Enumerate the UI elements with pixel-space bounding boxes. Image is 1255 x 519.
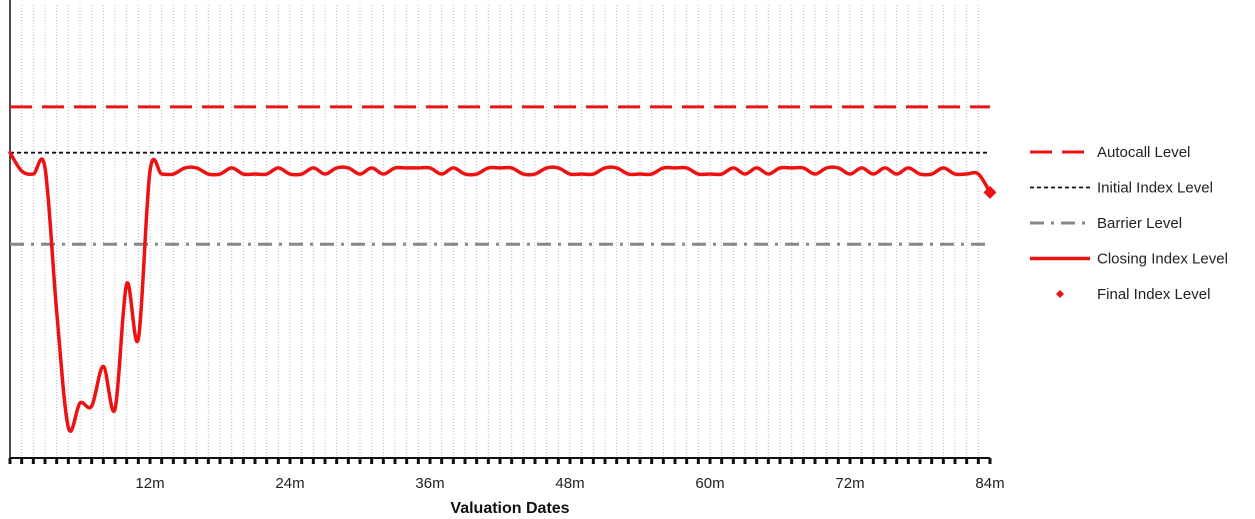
final-index-marker xyxy=(983,185,997,199)
legend-label-closing-index-level: Closing Index Level xyxy=(1097,251,1228,268)
x-tick-label-60m: 60m xyxy=(695,475,724,492)
x-tick-label-72m: 72m xyxy=(835,475,864,492)
legend-swatch-final-index-level xyxy=(1056,290,1064,298)
closing-index-line xyxy=(8,150,992,433)
legend-label-initial-index-level: Initial Index Level xyxy=(1097,180,1213,197)
legend-label-final-index-level: Final Index Level xyxy=(1097,286,1210,303)
x-tick-label-24m: 24m xyxy=(275,475,304,492)
legend: Autocall Level Initial Index Level Barrier… xyxy=(1030,144,1228,303)
series-layer xyxy=(8,150,997,433)
x-tick-label-84m: 84m xyxy=(975,475,1004,492)
x-tick-label-48m: 48m xyxy=(555,475,584,492)
vertical-grid xyxy=(21,5,979,458)
x-axis-title: Valuation Dates xyxy=(450,500,569,517)
legend-label-autocall-level: Autocall Level xyxy=(1097,144,1190,161)
legend-label-barrier-level: Barrier Level xyxy=(1097,215,1182,232)
x-tick-label-36m: 36m xyxy=(415,475,444,492)
x-tick-label-12m: 12m xyxy=(135,475,164,492)
reference-lines xyxy=(10,105,990,246)
x-axis: 12m 24m 36m 48m 60m 72m 84m xyxy=(8,457,1005,492)
